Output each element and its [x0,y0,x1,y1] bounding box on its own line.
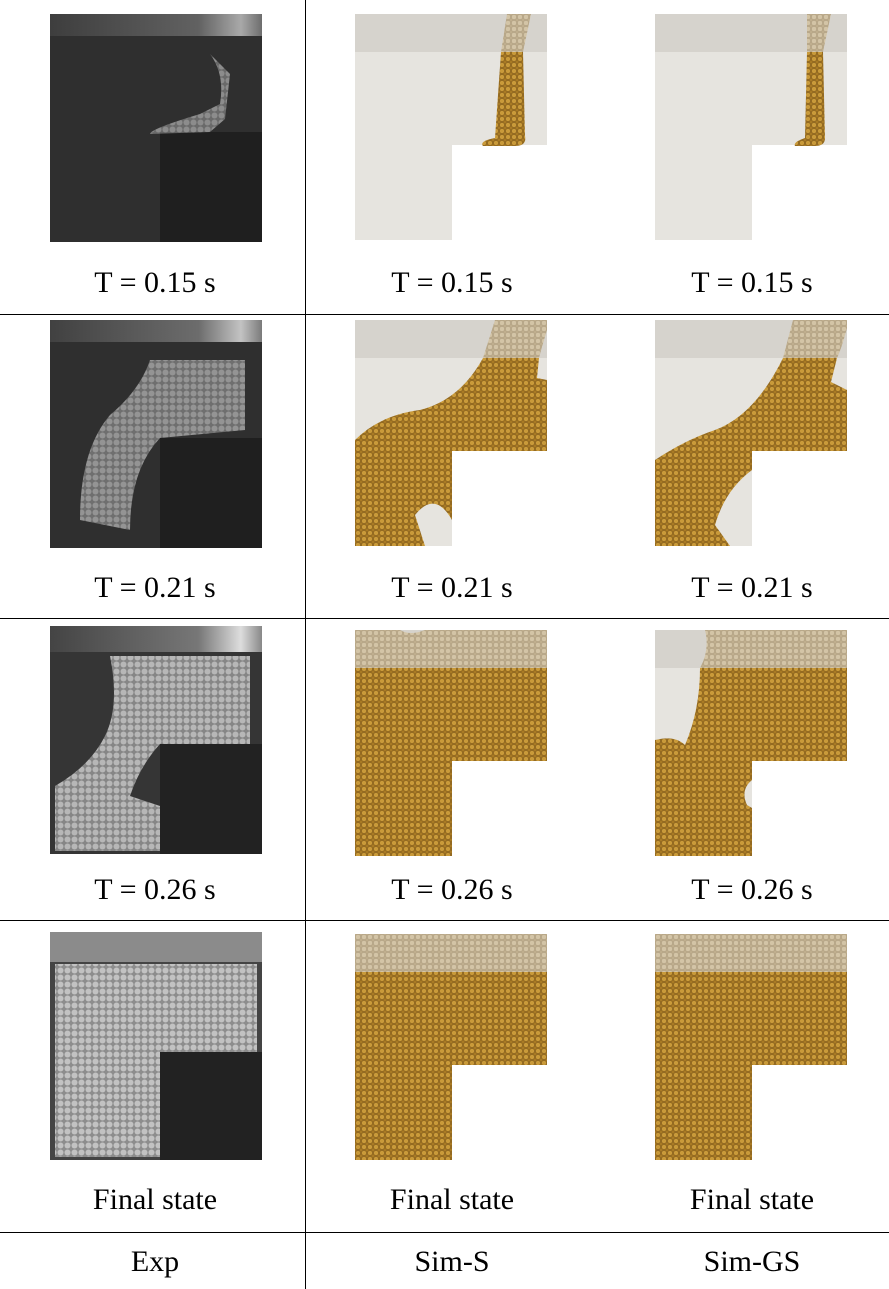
column-divider [305,0,306,1289]
exp-image [50,320,262,548]
caption: Final state [602,1182,889,1218]
column-label: Sim-GS [602,1244,889,1280]
sim-image [355,630,547,856]
exp-image [50,932,262,1160]
row-divider [0,1232,889,1233]
column-label: Exp [5,1244,305,1280]
exp-image [50,14,262,242]
caption: T = 0.21 s [5,570,305,606]
column-label: Sim-S [302,1244,602,1280]
caption: Final state [5,1182,305,1218]
figure: T = 0.15 s T = 0.15 s T = 0.15 s T = 0.2… [0,0,889,1289]
sim-image [655,934,847,1160]
sim-image [655,630,847,856]
caption: T = 0.26 s [302,872,602,908]
caption: T = 0.26 s [602,872,889,908]
row-divider [0,920,889,921]
caption: T = 0.26 s [5,872,305,908]
caption: T = 0.15 s [5,265,305,301]
caption: T = 0.15 s [602,265,889,301]
row-divider [0,618,889,619]
sim-image [355,320,547,546]
sim-image [355,934,547,1160]
caption: Final state [302,1182,602,1218]
sim-image [355,14,547,240]
caption: T = 0.21 s [302,570,602,606]
caption: T = 0.15 s [302,265,602,301]
exp-image [50,626,262,854]
row-divider [0,314,889,315]
sim-image [655,14,847,240]
caption: T = 0.21 s [602,570,889,606]
sim-image [655,320,847,546]
